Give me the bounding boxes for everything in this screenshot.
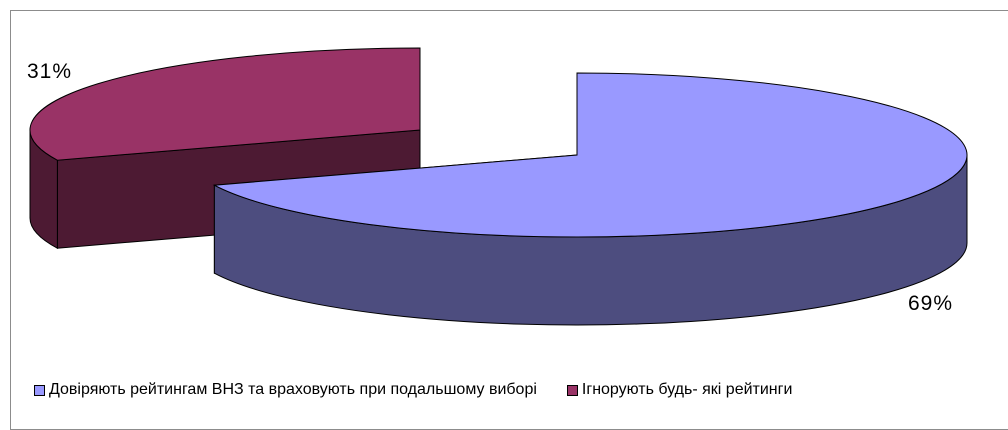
pie-slice-trust bbox=[212, 72, 968, 326]
slice-label-ignore: 31% bbox=[27, 60, 73, 83]
slice-label-trust: 69% bbox=[908, 292, 954, 315]
legend-swatch-ignore bbox=[566, 384, 578, 396]
legend: Довіряють рейтингам ВНЗ та враховують пр… bbox=[34, 381, 822, 399]
pie-slice-trust-top bbox=[212, 72, 968, 238]
legend-label-ignore: Ігнорують будь- які рейтинги bbox=[581, 381, 793, 398]
legend-item-ignore: Ігнорують будь- які рейтинги bbox=[566, 381, 793, 399]
pie-chart bbox=[29, 47, 968, 326]
legend-item-trust: Довіряють рейтингам ВНЗ та враховують пр… bbox=[34, 381, 537, 399]
pie-slice-ignore-top bbox=[29, 47, 421, 161]
legend-swatch-trust bbox=[34, 384, 45, 396]
legend-label-trust: Довіряють рейтингам ВНЗ та враховують пр… bbox=[49, 381, 537, 398]
